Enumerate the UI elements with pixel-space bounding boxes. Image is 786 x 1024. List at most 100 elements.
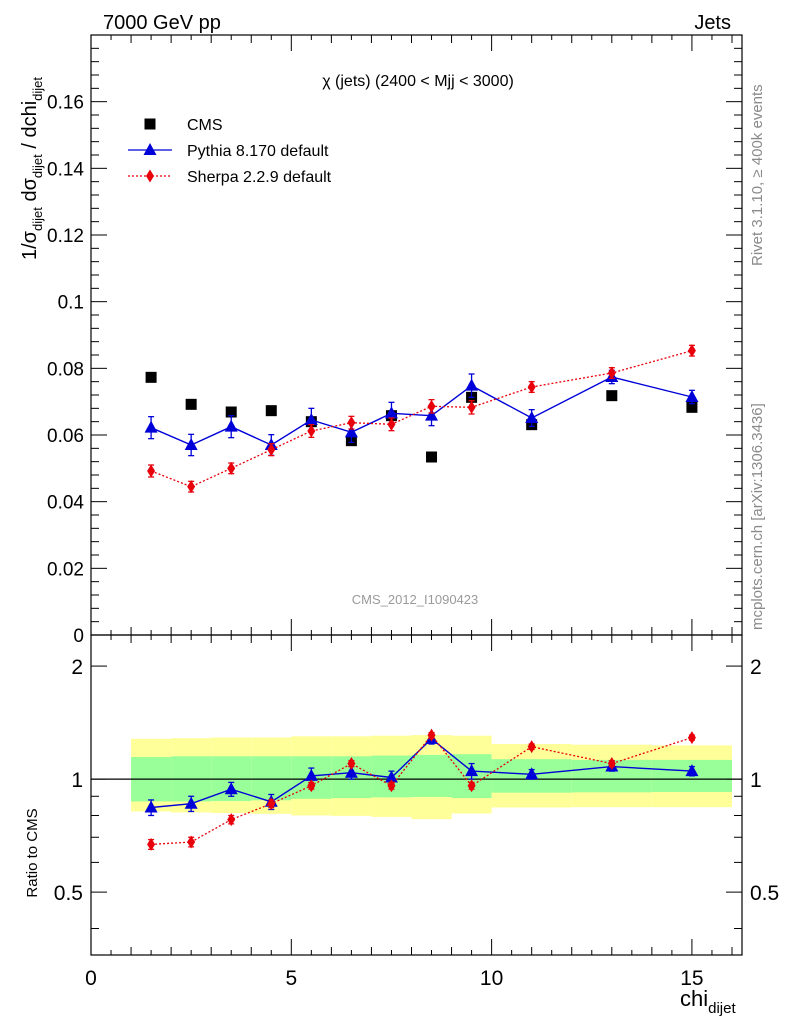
main-y-axis-label: 1/σdijet dσdijet / dchidijet [19, 77, 45, 260]
main-data-point [187, 480, 196, 494]
main-data-point [184, 438, 198, 450]
ratio-data-point [187, 835, 196, 849]
ratio-y-tick-label: 0.5 [54, 882, 83, 905]
legend-label: Sherpa 2.2.9 default [187, 169, 332, 186]
ratio-data-point [384, 770, 398, 783]
main-data-point [525, 411, 539, 423]
ratio-data-point [427, 728, 436, 742]
header-left-title: 7000 GeV pp [103, 12, 221, 34]
main-data-point [185, 398, 197, 410]
main-y-tick-label: 0.04 [47, 493, 84, 514]
svg-text:chidijet: chidijet [680, 986, 736, 1017]
main-data-point [347, 416, 356, 430]
ratio-data-point [144, 800, 158, 813]
x-tick-label: 10 [480, 967, 503, 990]
ratio-y-tick-label: 1 [71, 769, 83, 792]
main-data-point [687, 344, 696, 358]
legend-marker [143, 143, 157, 155]
ratio-data-point [224, 782, 238, 795]
ratio-data-point [467, 779, 476, 793]
legend: CMS Pythia 8.170 default Sherpa 2.2.9 defa… [128, 117, 332, 186]
x-tick-label: 15 [680, 967, 703, 990]
main-y-tick-label: 0.14 [47, 159, 84, 180]
main-data-point [307, 424, 316, 438]
main-data-point [224, 419, 238, 432]
main-data-point [426, 451, 438, 463]
main-data-point [225, 406, 237, 418]
ratio-y-tick-label-right: 0.5 [750, 882, 779, 905]
ratio-panel-frame [90, 634, 743, 956]
ratio-uncertainty-bands [91, 735, 742, 820]
ratio-data-point [344, 765, 358, 778]
main-data-point [304, 413, 318, 425]
legend-label: CMS [187, 117, 223, 134]
ratio-y-axis-label: Ratio to CMS [24, 808, 41, 897]
main-data-point [606, 390, 618, 402]
ratio-series [147, 728, 696, 851]
main-data-point [384, 406, 398, 419]
main-data-point [686, 401, 698, 413]
ratio-data-point [147, 837, 156, 851]
main-data-point [527, 380, 536, 394]
main-data-point [607, 366, 616, 380]
main-plot-title: χ (jets) (2400 < Mjj < 3000) [322, 73, 514, 90]
ratio-data-point [687, 731, 696, 745]
legend-marker [144, 118, 156, 130]
main-data-point [227, 461, 236, 475]
ratio-data-point [307, 779, 316, 793]
ratio-series-line [151, 734, 693, 846]
main-data-point [265, 405, 277, 417]
x-axis-label: chidijet [680, 986, 736, 1017]
ratio-data-point [227, 813, 236, 827]
ratio-data-point [527, 740, 536, 754]
ratio-y-tick-label: 2 [71, 656, 83, 679]
main-y-tick-label: 0.06 [47, 426, 84, 447]
ratio-data-point [525, 767, 539, 780]
ratio-data-point [387, 779, 396, 793]
ratio-y-tick-label-right: 2 [750, 656, 762, 679]
rivet-label: Rivet 3.1.10, ≥ 400k events [749, 84, 766, 266]
analysis-watermark: CMS_2012_I1090423 [352, 592, 479, 607]
legend-label: Pythia 8.170 default [187, 143, 329, 160]
main-series-line [150, 350, 693, 488]
main-data-point [685, 390, 699, 402]
inner-band-bin [251, 756, 292, 801]
main-data-point [425, 408, 439, 421]
main-series-line [150, 376, 693, 446]
ratio-data-point [304, 768, 318, 781]
main-y-tick-label: 0.02 [47, 559, 84, 580]
main-data-point [467, 400, 476, 414]
main-data-point [344, 425, 358, 438]
main-y-tick-label: 0.1 [58, 293, 84, 314]
main-y-tick-label: 0.12 [47, 226, 84, 247]
main-data-point [144, 420, 158, 433]
main-y-tick-label: 0.08 [47, 359, 84, 380]
ratio-data-point [607, 757, 616, 771]
main-data-point [145, 371, 157, 383]
main-series [145, 371, 698, 463]
ratio-data-point [347, 757, 356, 771]
ratio-data-point [267, 797, 276, 811]
main-series [147, 344, 696, 494]
main-data-point [465, 378, 479, 391]
main-data-point [267, 443, 276, 457]
main-data-point [427, 399, 436, 413]
mcplots-label: mcplots.cern.ch [arXiv:1306.3436] [749, 403, 766, 630]
x-tick-label: 5 [285, 967, 297, 990]
data-series [144, 344, 699, 851]
svg-text:1/σdijet dσdijet / dchidijet: 1/σdijet dσdijet / dchidijet [19, 77, 45, 260]
main-data-point [387, 417, 396, 431]
main-y-tick-label: 0.16 [47, 93, 84, 114]
ratio-data-point [685, 764, 699, 777]
x-tick-label: 0 [85, 967, 97, 990]
main-data-point [147, 464, 156, 478]
ratio-data-point [465, 764, 479, 777]
inner-band-bin [411, 754, 452, 798]
legend-marker [146, 169, 154, 183]
ratio-data-point [184, 796, 198, 809]
ratio-y-tick-label-right: 1 [750, 769, 762, 792]
axes: 0 5 10 15 0 0.02 0.04 0.06 0.08 0.1 0.12 0.14 0.16 0.… [47, 34, 779, 990]
header-right-title: Jets [694, 12, 731, 34]
main-y-tick-label: 0 [73, 626, 84, 647]
